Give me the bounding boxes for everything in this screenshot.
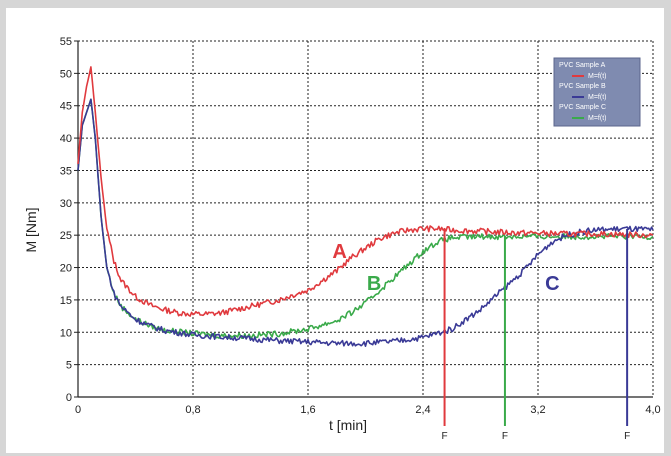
axes xyxy=(74,40,653,398)
y-tick-label: 40 xyxy=(60,133,72,145)
y-tick-label: 0 xyxy=(66,392,72,404)
x-tick-label: 0 xyxy=(75,404,81,416)
legend: PVC Sample A M=f(t) PVC Sample B M=f(t) PVC … xyxy=(553,57,641,127)
torque-chart: 0 5 10 15 20 25 30 35 40 45 50 55 0 0,8 1,6 2,4 3,2 4,0 F… xyxy=(23,36,661,442)
tick-labels: 0 5 10 15 20 25 30 35 40 45 50 55 0 0,8 1,6 2,4 3,2 4,0 xyxy=(60,36,661,416)
y-tick-label: 15 xyxy=(60,295,72,307)
x-tick-label: 1,6 xyxy=(300,404,315,416)
legend-entry-label: M=f(t) xyxy=(588,94,606,101)
x-tick-label: 2,4 xyxy=(415,404,430,416)
y-axis-label: M [Nm] xyxy=(23,207,39,252)
legend-box xyxy=(553,57,641,127)
y-tick-label: 50 xyxy=(60,68,72,80)
curve-label: A xyxy=(332,241,346,263)
legend-entry-label: M=f(t) xyxy=(588,115,606,122)
y-tick-label: 5 xyxy=(66,360,72,372)
legend-entry-name: PVC Sample B xyxy=(559,83,606,90)
x-tick-label: 3,2 xyxy=(530,404,545,416)
y-tick-label: 20 xyxy=(60,263,72,275)
marker-label: F xyxy=(442,431,448,442)
legend-entry-name: PVC Sample A xyxy=(559,62,606,69)
legend-entry-label: M=f(t) xyxy=(588,73,606,80)
y-tick-label: 30 xyxy=(60,198,72,210)
x-tick-label: 0,8 xyxy=(185,404,200,416)
x-tick-label: 4,0 xyxy=(645,404,660,416)
series-line xyxy=(77,98,654,348)
y-tick-label: 10 xyxy=(60,327,72,339)
chart-panel: 0 5 10 15 20 25 30 35 40 45 50 55 0 0,8 1,6 2,4 3,2 4,0 F… xyxy=(6,8,664,453)
y-tick-label: 55 xyxy=(60,36,72,48)
curve-label: B xyxy=(367,273,381,295)
series-line xyxy=(77,66,654,317)
y-tick-label: 25 xyxy=(60,230,72,242)
marker-label: F xyxy=(502,431,508,442)
series-line xyxy=(77,98,654,340)
series-group xyxy=(77,66,654,348)
curve-label: C xyxy=(545,273,559,295)
marker-label: F xyxy=(624,431,630,442)
y-tick-label: 35 xyxy=(60,165,72,177)
annotation-group: AB C xyxy=(332,241,559,295)
legend-entry-name: PVC Sample C xyxy=(559,104,606,111)
x-axis-label: t [min] xyxy=(329,417,367,433)
y-tick-label: 45 xyxy=(60,101,72,113)
